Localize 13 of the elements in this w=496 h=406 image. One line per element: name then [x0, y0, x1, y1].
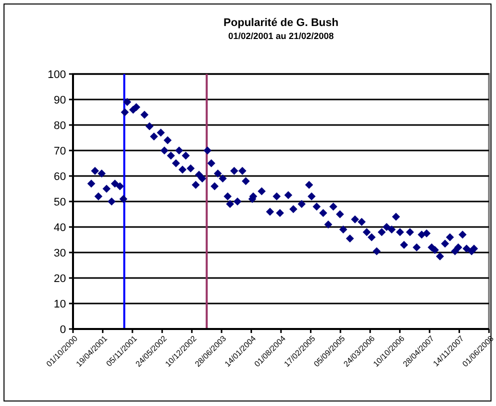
chart-subtitle: 01/02/2001 au 21/02/2008	[228, 31, 334, 41]
y-tick-label: 40	[54, 222, 66, 234]
chart-title: Popularité de G. Bush	[224, 17, 339, 29]
y-tick-label: 100	[48, 68, 66, 81]
y-tick-label: 70	[54, 145, 66, 158]
y-tick-label: 90	[54, 94, 66, 106]
y-tick-label: 20	[54, 272, 66, 285]
y-tick-label: 30	[54, 247, 66, 260]
y-tick-label: 0	[60, 324, 66, 336]
y-tick-label: 60	[54, 170, 66, 183]
y-tick-label: 10	[54, 298, 66, 310]
y-tick-label: 80	[54, 120, 66, 132]
y-tick-label: 50	[54, 196, 66, 208]
